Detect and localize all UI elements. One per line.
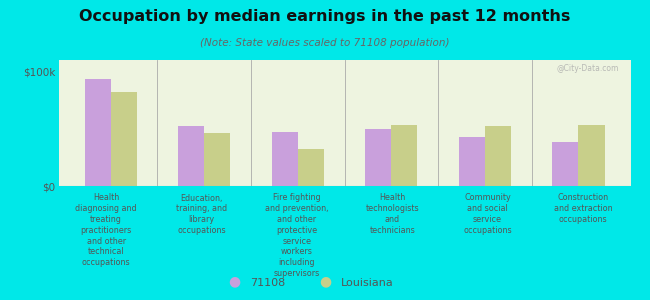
Bar — [459, 137, 485, 186]
Bar — [204, 133, 230, 186]
Text: Health
diagnosing and
treating
practitioners
and other
technical
occupations: Health diagnosing and treating practitio… — [75, 194, 137, 267]
Text: Louisiana: Louisiana — [341, 278, 394, 288]
Bar — [485, 126, 511, 186]
Bar — [111, 92, 137, 186]
Text: Occupation by median earnings in the past 12 months: Occupation by median earnings in the pas… — [79, 9, 571, 24]
Bar — [365, 129, 391, 186]
Bar — [272, 132, 298, 186]
Text: Community
and social
service
occupations: Community and social service occupations — [463, 194, 512, 235]
Bar — [84, 80, 110, 186]
Bar — [578, 125, 604, 186]
Text: Fire fighting
and prevention,
and other
protective
service
workers
including
sup: Fire fighting and prevention, and other … — [265, 194, 329, 278]
Bar — [298, 149, 324, 186]
Text: (Note: State values scaled to 71108 population): (Note: State values scaled to 71108 popu… — [200, 38, 450, 47]
Text: Education,
training, and
library
occupations: Education, training, and library occupat… — [176, 194, 227, 235]
Bar — [178, 126, 204, 186]
Text: ●: ● — [319, 274, 331, 288]
Text: @City-Data.com: @City-Data.com — [556, 64, 619, 73]
Text: ●: ● — [228, 274, 240, 288]
Text: Health
technologists
and
technicians: Health technologists and technicians — [365, 194, 419, 235]
Text: Construction
and extraction
occupations: Construction and extraction occupations — [554, 194, 612, 224]
Bar — [552, 142, 578, 186]
Text: 71108: 71108 — [250, 278, 285, 288]
Bar — [391, 125, 417, 186]
